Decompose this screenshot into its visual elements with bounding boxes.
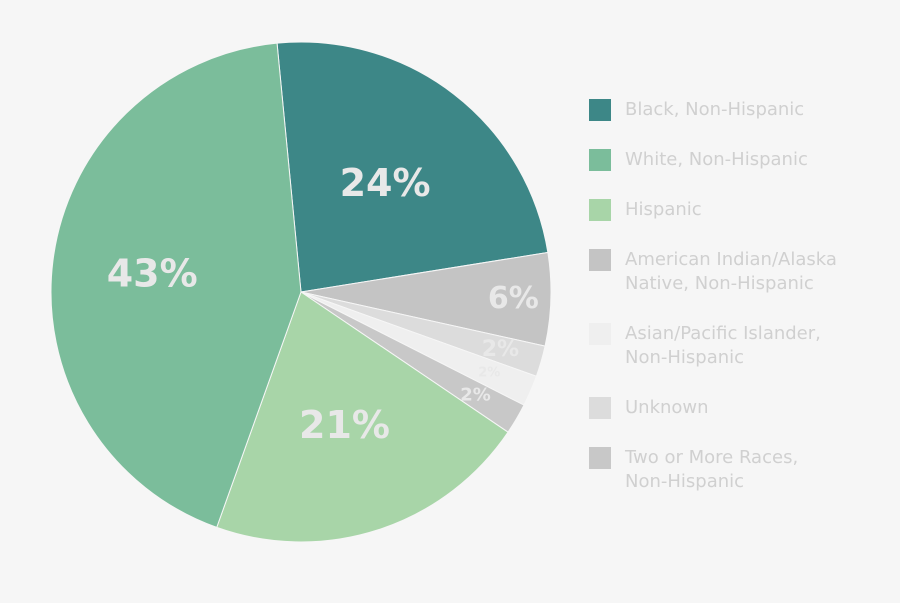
pie-slice-6 <box>216 291 509 543</box>
slice-label-7: 43% <box>107 252 198 296</box>
pie-slice-1 <box>276 41 549 293</box>
legend-label: Asian/Pacific Islander, Non-Hispanic <box>625 322 885 370</box>
slice-label-5: 2% <box>460 384 491 405</box>
legend-swatch <box>589 323 611 345</box>
legend-label: Hispanic <box>625 198 885 222</box>
legend-label-line: Hispanic <box>625 199 702 220</box>
legend-swatch <box>589 447 611 469</box>
legend-label-line: American Indian/Alaska <box>625 249 837 270</box>
legend-label: Black, Non-Hispanic <box>625 98 885 122</box>
legend-label-line: White, Non-Hispanic <box>625 149 808 170</box>
legend-swatch <box>589 249 611 271</box>
slice-label-3: 2% <box>482 337 519 362</box>
legend-label: White, Non-Hispanic <box>625 148 885 172</box>
legend-swatch <box>589 397 611 419</box>
pie-slice-7 <box>50 42 302 529</box>
legend-swatch <box>589 199 611 221</box>
legend-swatch <box>589 99 611 121</box>
legend-label-line: Native, Non-Hispanic <box>625 273 814 294</box>
legend-label: Unknown <box>625 396 885 420</box>
slice-label-4: 2% <box>478 366 500 381</box>
legend-swatch <box>589 149 611 171</box>
legend-label: American Indian/Alaska Native, Non-Hispan… <box>625 248 885 296</box>
legend-label-line: Black, Non-Hispanic <box>625 99 805 120</box>
legend-label-line: Asian/Pacific Islander, <box>625 323 821 344</box>
legend-label: Two or More Races, Non-Hispanic <box>625 446 885 494</box>
slice-label-2: 6% <box>488 281 539 316</box>
slice-label-1: 24% <box>340 161 431 205</box>
legend-label-line: Two or More Races, <box>625 447 799 468</box>
legend-label-line: Non-Hispanic <box>625 471 745 492</box>
slice-label-6: 21% <box>299 403 390 447</box>
legend-label-line: Non-Hispanic <box>625 347 745 368</box>
legend-label-line: Unknown <box>625 397 709 418</box>
